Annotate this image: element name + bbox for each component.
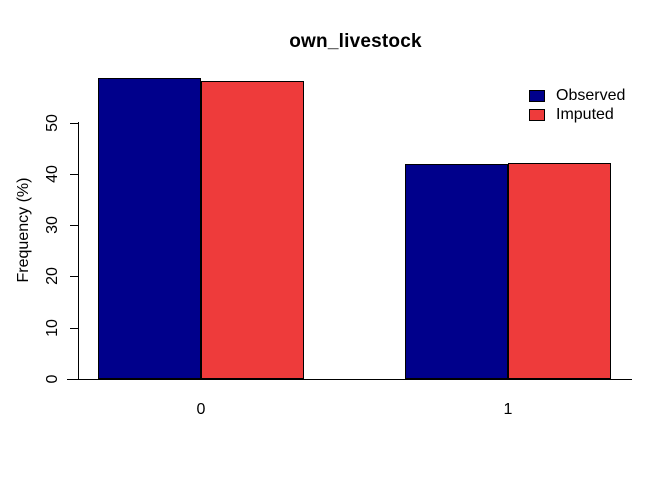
legend-swatch-observed xyxy=(529,90,545,102)
bar-observed-0 xyxy=(98,78,201,379)
legend: Observed Imputed xyxy=(529,87,626,123)
y-tick xyxy=(70,225,78,227)
legend-label-observed: Observed xyxy=(556,87,626,104)
y-tick-label: 0 xyxy=(44,374,61,384)
y-tick-label: 50 xyxy=(44,113,61,132)
y-tick xyxy=(70,122,78,124)
y-tick-label: 30 xyxy=(44,216,61,234)
legend-swatch-imputed xyxy=(529,109,545,121)
y-tick-label: 10 xyxy=(44,318,61,337)
y-tick xyxy=(70,327,78,329)
y-tick xyxy=(70,173,78,175)
legend-item-observed: Observed xyxy=(529,87,626,104)
bar-imputed-0 xyxy=(201,80,304,379)
chart-title: own_livestock xyxy=(289,31,422,52)
x-category-label: 0 xyxy=(196,401,206,418)
y-tick-label: 40 xyxy=(44,164,61,183)
bar-imputed-1 xyxy=(508,162,611,379)
x-axis-line xyxy=(67,379,632,380)
legend-label-imputed: Imputed xyxy=(556,106,614,123)
x-category-label: 1 xyxy=(503,401,513,418)
bar-observed-1 xyxy=(405,163,508,379)
y-tick xyxy=(70,276,78,278)
y-tick xyxy=(70,379,78,380)
y-tick-label: 20 xyxy=(44,267,61,286)
y-axis-line xyxy=(78,122,79,380)
legend-item-imputed: Imputed xyxy=(529,106,625,123)
